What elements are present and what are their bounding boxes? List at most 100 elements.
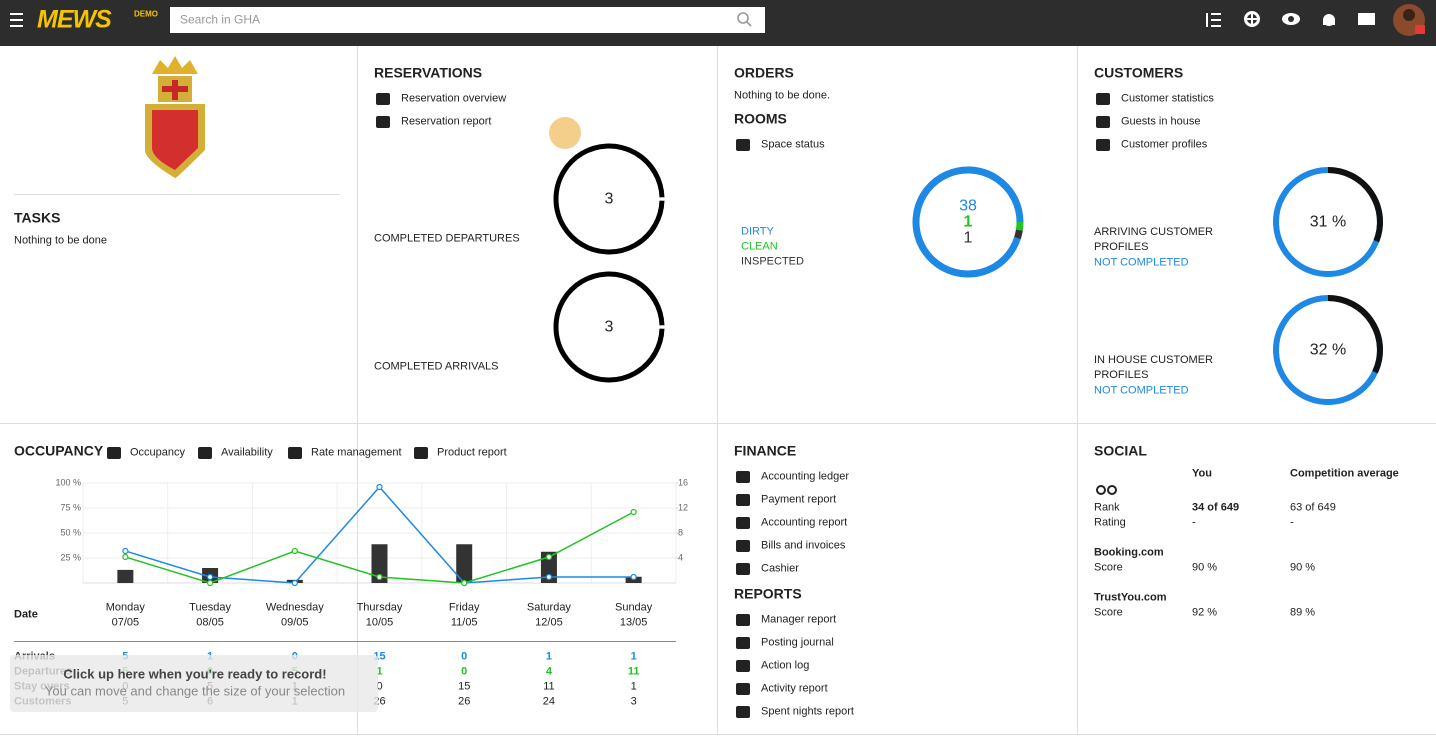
y2-tick-label: 12 (678, 502, 688, 512)
x-tick-date: 08/05 (196, 616, 224, 629)
room-status-label: INSPECTED (741, 255, 804, 268)
link-icon (736, 563, 750, 575)
link-icon (736, 660, 750, 672)
nav-link[interactable]: Accounting ledger (761, 470, 850, 483)
panel-text: Nothing to be done (14, 234, 107, 247)
menu-icon[interactable] (10, 13, 23, 27)
logo: MEWS (37, 5, 112, 34)
row-label: Score (1094, 561, 1123, 574)
panel-title: SOCIAL (1094, 442, 1147, 459)
x-tick-date: 09/05 (281, 616, 309, 629)
y-tick-label: 75 % (60, 502, 81, 512)
link-icon (1096, 139, 1110, 151)
gauge-value: 3 (604, 318, 614, 336)
cell: 11 (543, 680, 555, 693)
nav-link[interactable]: Space status (761, 138, 825, 151)
tripadvisor-icon (1107, 485, 1117, 495)
point (206, 579, 214, 587)
x-tick-label: Friday (448, 601, 480, 614)
gauge-ring (553, 271, 665, 383)
nav-link[interactable]: Rate management (311, 446, 402, 459)
gauge-status[interactable]: NOT COMPLETED (1094, 384, 1189, 397)
x-tick-date: 10/05 (365, 616, 394, 629)
recording-overlay[interactable] (10, 655, 378, 712)
nav-link[interactable]: Customer statistics (1121, 92, 1214, 105)
search-placeholder[interactable]: Search in GHA (180, 12, 261, 27)
link-icon (414, 447, 428, 459)
point (630, 573, 637, 581)
cell: 11 (627, 665, 640, 678)
search-icon[interactable] (737, 12, 752, 27)
cell: 3 (630, 695, 637, 708)
gauge-arc (1327, 295, 1383, 374)
x-tick-label: Wednesday (265, 601, 324, 614)
point (122, 547, 129, 555)
gauge-label: IN HOUSE CUSTOMER PROFILES (1094, 354, 1213, 381)
nav-link[interactable]: Posting journal (761, 636, 834, 649)
point (291, 547, 298, 555)
nav-link[interactable]: Bills and invoices (761, 539, 846, 552)
gauge-arc (912, 166, 1024, 278)
nav-link[interactable]: Spent nights report (761, 705, 854, 718)
nav-link[interactable]: Activity report (761, 682, 828, 695)
nav-link[interactable]: Occupancy (130, 446, 186, 459)
gauge-label: ARRIVING CUSTOMER PROFILES (1094, 226, 1213, 253)
panel-title: FINANCE (734, 442, 797, 459)
link-icon (198, 447, 212, 459)
overlay-text[interactable]: You can move and change the size of your… (44, 683, 346, 699)
point (545, 573, 553, 581)
point (461, 579, 468, 587)
panel-borders (0, 46, 1436, 735)
link-icon (736, 139, 750, 151)
cell: 15 (458, 680, 471, 693)
nav-link[interactable]: Payment report (761, 493, 837, 506)
nav-link[interactable]: Cashier (761, 562, 799, 575)
cell: - (1290, 516, 1294, 529)
x-tick-date: 11/05 (450, 616, 478, 629)
nav-link[interactable]: Manager report (761, 613, 837, 626)
nav-link[interactable]: Action log (761, 659, 810, 672)
overlay-title[interactable]: Click up here when you're ready to recor… (63, 666, 327, 682)
bar (117, 569, 134, 583)
link-icon (736, 683, 750, 695)
x-tick-label: Thursday (356, 601, 403, 614)
nav-link[interactable]: Product report (437, 446, 507, 459)
nav-link[interactable]: Reservation overview (401, 92, 507, 105)
y2-tick-label: 8 (678, 527, 683, 537)
row-label: Score (1094, 606, 1123, 619)
point (376, 573, 383, 581)
point (122, 553, 129, 561)
cell: 90 % (1192, 561, 1218, 574)
room-status-label: CLEAN (741, 240, 778, 253)
x-tick-label: Sunday (614, 601, 653, 614)
link-icon (736, 706, 750, 718)
bar (540, 551, 557, 583)
nav-link[interactable]: Guests in house (1121, 115, 1201, 128)
hotel-crest (145, 56, 205, 179)
point (291, 579, 298, 587)
nav-link[interactable]: Availability (221, 446, 273, 459)
gauge-arc (1015, 221, 1024, 231)
cell: 89 % (1290, 606, 1316, 619)
gauge-ring (553, 143, 665, 255)
search-box[interactable] (170, 7, 765, 33)
bar (371, 544, 388, 583)
gauge-status[interactable]: NOT COMPLETED (1094, 256, 1189, 269)
cell: 1 (630, 650, 637, 663)
row-label: Rating (1094, 516, 1126, 529)
cell: 0 (461, 650, 468, 663)
nav-link[interactable]: Customer profiles (1121, 138, 1208, 151)
cell: 4 (545, 665, 552, 678)
table-header: Date (14, 608, 38, 621)
nav-link[interactable]: Reservation report (401, 115, 492, 128)
panel-text: Nothing to be done. (734, 89, 831, 102)
cell: 63 of 649 (1290, 501, 1336, 514)
gauge-value: 3 (604, 190, 614, 208)
cell: 0 (461, 665, 468, 678)
panel-title: RESERVATIONS (374, 64, 483, 81)
nav-link[interactable]: Accounting report (761, 516, 848, 529)
logo-badge: DEMO (134, 9, 158, 19)
link-icon (376, 116, 390, 128)
gauge-arc (1014, 229, 1023, 240)
